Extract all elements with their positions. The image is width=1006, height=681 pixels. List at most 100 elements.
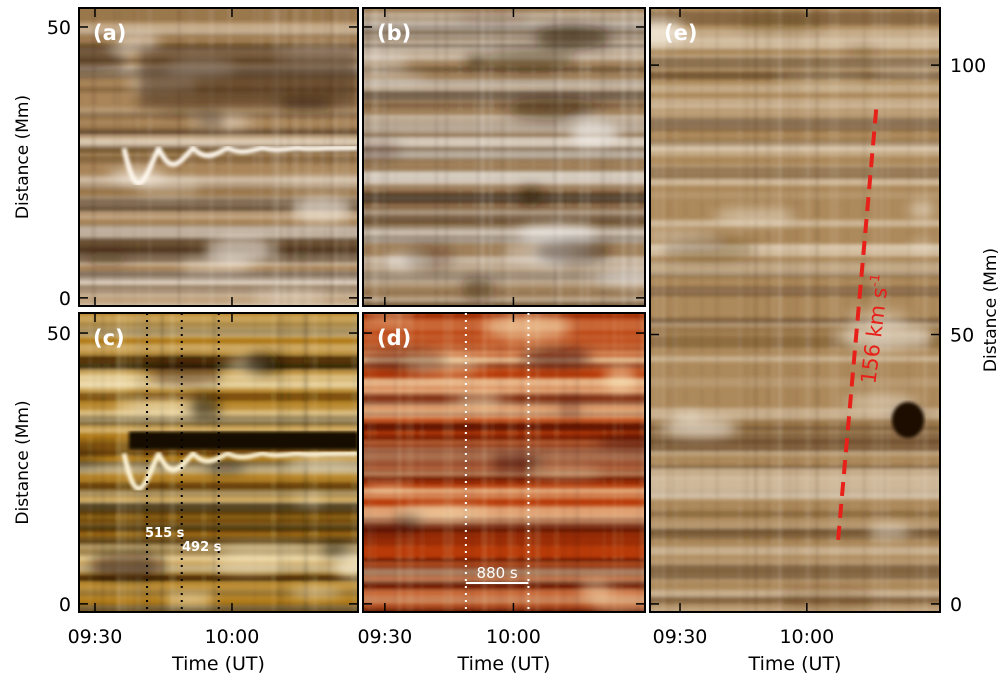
texture-streak — [627, 8, 631, 306]
texture-band — [79, 502, 358, 512]
texture-streak — [835, 8, 839, 612]
texture-band — [363, 345, 645, 352]
texture-blob — [569, 120, 620, 147]
texture-band — [79, 126, 358, 134]
texture-streak — [741, 8, 743, 612]
texture-streak — [806, 8, 811, 612]
texture-streak — [886, 8, 890, 612]
texture-streak — [171, 313, 175, 612]
texture-streak — [271, 8, 274, 306]
texture-blob — [674, 411, 701, 420]
oscillation-streak — [121, 450, 358, 492]
texture-blob — [363, 347, 448, 374]
texture-streak — [118, 313, 120, 612]
image-blobs — [363, 13, 645, 300]
texture-streak — [177, 8, 180, 306]
texture-streak — [276, 8, 280, 306]
texture-blob — [368, 313, 411, 324]
texture-streak — [356, 8, 358, 306]
y-axis-label: Distance (Mm) — [13, 95, 33, 219]
texture-blob — [874, 68, 940, 78]
texture-band — [79, 159, 358, 164]
texture-streak — [443, 313, 446, 612]
texture-blob — [216, 543, 300, 557]
texture-streak — [603, 8, 606, 306]
texture-streak — [216, 8, 219, 306]
y-tick-label: 100 — [950, 55, 986, 77]
texture-streak — [480, 8, 485, 306]
dark-spot — [892, 402, 924, 438]
texture-band — [363, 487, 645, 493]
texture-blob — [484, 313, 572, 341]
texture-blob — [779, 71, 871, 86]
panel — [650, 8, 940, 612]
texture-streak — [101, 313, 106, 612]
texture-band — [363, 489, 645, 500]
x-axis-label: Time (UT) — [171, 653, 265, 675]
texture-streak — [191, 8, 195, 306]
texture-band — [363, 564, 645, 576]
texture-band — [79, 428, 358, 433]
panel — [79, 313, 358, 612]
panel — [363, 8, 645, 306]
texture-streak — [555, 313, 558, 612]
texture-band — [363, 377, 645, 387]
texture-streak — [794, 8, 797, 612]
texture-blob — [490, 454, 545, 473]
texture-streak — [482, 313, 487, 612]
texture-streak — [567, 8, 570, 306]
texture-streak — [99, 313, 103, 612]
texture-blob — [401, 243, 455, 272]
texture-band — [363, 528, 645, 532]
texture-streak — [700, 8, 703, 612]
texture-streak — [907, 8, 911, 612]
texture-streak — [137, 313, 140, 612]
texture-band — [363, 410, 645, 419]
texture-streak — [501, 8, 504, 306]
texture-streak — [883, 8, 886, 612]
panel-label: (e) — [664, 21, 697, 45]
texture-band — [79, 374, 358, 386]
texture-band — [79, 177, 358, 188]
y-tick-label: 0 — [950, 594, 962, 616]
texture-streak — [139, 313, 142, 612]
texture-band — [363, 204, 645, 209]
texture-blob — [79, 47, 129, 72]
texture-band — [363, 558, 645, 563]
x-tick-label: 10:00 — [205, 626, 260, 648]
texture-band — [363, 300, 645, 306]
texture-band — [363, 292, 645, 296]
texture-streak — [321, 8, 323, 306]
texture-band — [79, 135, 358, 142]
x-axis-label: Time (UT) — [457, 653, 551, 675]
texture-band — [79, 31, 358, 36]
texture-streak — [715, 8, 719, 612]
texture-band — [363, 434, 645, 442]
texture-streak — [641, 313, 645, 612]
texture-band — [79, 294, 358, 306]
texture-blob — [579, 579, 612, 602]
texture-streak — [562, 313, 567, 612]
texture-streak — [476, 8, 480, 306]
texture-blob — [79, 370, 140, 391]
texture-band — [363, 594, 645, 604]
texture-streak — [684, 8, 687, 612]
texture-blob — [452, 394, 506, 406]
texture-blob — [205, 237, 276, 263]
texture-blob — [534, 464, 602, 482]
texture-streak — [620, 313, 623, 612]
texture-streak — [610, 8, 612, 306]
texture-streak — [547, 313, 549, 612]
texture-band — [79, 575, 358, 580]
texture-streak — [600, 8, 604, 306]
texture-band — [363, 271, 645, 281]
texture-streak — [470, 313, 474, 612]
texture-streak — [552, 8, 556, 306]
texture-band — [363, 297, 645, 302]
texture-streak — [916, 8, 918, 612]
texture-band — [363, 533, 645, 546]
texture-streak — [631, 8, 633, 306]
texture-band — [363, 590, 645, 595]
texture-streak — [661, 8, 665, 612]
texture-streak — [613, 313, 616, 612]
